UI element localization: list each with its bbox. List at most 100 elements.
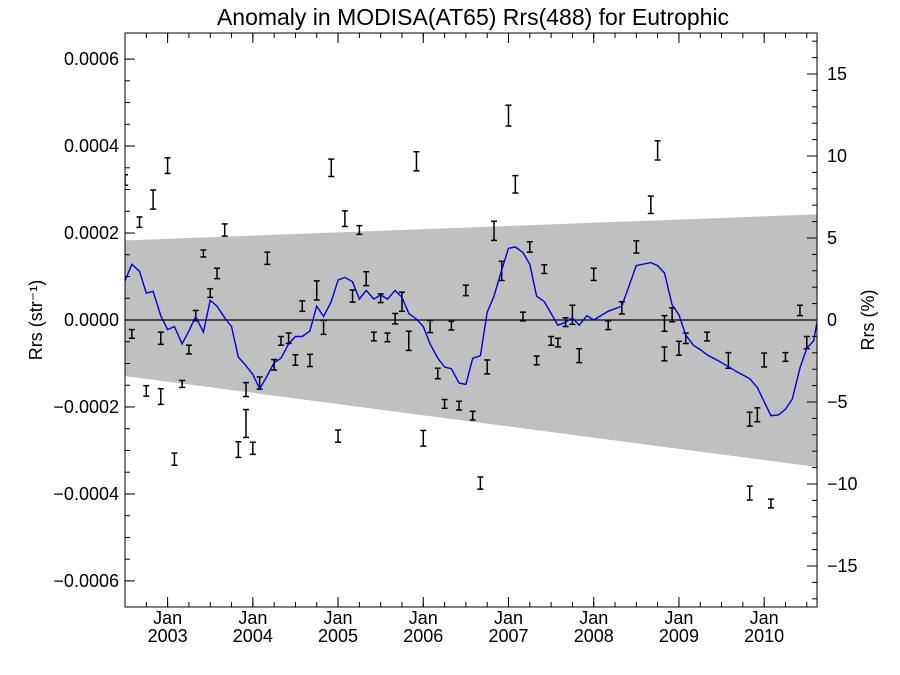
error-bar — [754, 407, 761, 423]
error-bar — [456, 400, 463, 411]
error-bar — [328, 158, 335, 178]
x-tick-label-year: 2010 — [744, 626, 784, 646]
error-bar — [299, 300, 306, 313]
error-bar — [341, 210, 348, 228]
error-bar — [349, 289, 356, 303]
error-bar — [128, 328, 135, 340]
error-bar — [746, 411, 753, 427]
error-bar — [221, 223, 228, 237]
error-bar — [434, 367, 441, 380]
error-bar — [661, 314, 668, 333]
x-tick-label-month: Jan — [324, 608, 353, 628]
error-bar — [647, 195, 654, 215]
y-tick-label-left: −0.0004 — [53, 484, 119, 504]
y-tick-label-right: −5 — [827, 392, 848, 412]
error-bar — [633, 240, 640, 254]
error-bar — [179, 379, 186, 389]
error-bar — [243, 408, 250, 439]
error-bar — [249, 441, 256, 456]
error-bar — [675, 340, 682, 356]
series-line — [125, 246, 817, 417]
error-bar — [704, 331, 711, 342]
error-bar — [548, 335, 555, 346]
error-bar — [405, 330, 412, 352]
error-bar — [441, 398, 448, 410]
x-tick-label-month: Jan — [409, 608, 438, 628]
y-axis-label-right: Rrs (%) — [858, 290, 878, 351]
y-tick-label-right: 0 — [827, 310, 837, 330]
error-bar — [235, 441, 242, 459]
error-bar — [462, 284, 469, 297]
error-bar — [392, 312, 399, 325]
x-tick-label-year: 2004 — [233, 626, 273, 646]
y-tick-label-right: −10 — [827, 474, 858, 494]
error-bar — [505, 104, 512, 127]
error-bar — [654, 140, 661, 161]
error-bar — [796, 304, 803, 317]
x-tick-label-year: 2009 — [659, 626, 699, 646]
x-tick-label-month: Jan — [664, 608, 693, 628]
y-tick-label-left: 0.0006 — [64, 49, 119, 69]
error-bar — [136, 216, 143, 229]
error-bar — [512, 174, 519, 194]
error-bar — [185, 344, 192, 355]
x-tick-label-month: Jan — [579, 608, 608, 628]
error-bar — [320, 319, 327, 336]
error-bar — [143, 384, 150, 397]
error-bar — [384, 332, 391, 343]
y-tick-label-right: 5 — [827, 228, 837, 248]
error-bar — [125, 174, 128, 186]
error-bar — [554, 337, 561, 348]
x-tick-label-year: 2003 — [148, 626, 188, 646]
x-tick-label-month: Jan — [153, 608, 182, 628]
x-tick-label-month: Jan — [238, 608, 267, 628]
error-bar — [484, 359, 491, 375]
uncertainty-band — [125, 214, 817, 467]
error-bar — [477, 476, 484, 490]
error-bar — [150, 189, 157, 210]
error-bar — [306, 353, 313, 368]
error-bar — [171, 452, 178, 466]
plot-clip-group — [125, 104, 817, 509]
error-bar — [427, 319, 434, 334]
error-bar — [157, 331, 164, 346]
error-bar — [541, 264, 548, 275]
error-bar — [363, 270, 370, 287]
error-bar — [469, 410, 476, 421]
error-bar — [335, 429, 342, 443]
error-bar — [264, 251, 271, 266]
plot-area: 0.0006 0.0004 0.0002 0.0000 −0.0002 −0.0004 −0… — [53, 32, 858, 646]
error-bar — [356, 224, 363, 236]
error-bar — [576, 347, 583, 364]
error-bar — [157, 387, 164, 406]
error-bar — [782, 351, 789, 363]
x-tick-label-month: Jan — [494, 608, 523, 628]
error-bar — [200, 249, 207, 258]
error-bar — [370, 331, 377, 342]
error-bar — [746, 485, 753, 501]
y-tick-label-right: −15 — [827, 556, 858, 576]
error-bar — [569, 304, 576, 326]
chart-title: Anomaly in MODISA(AT65) Rrs(488) for Eut… — [217, 4, 729, 30]
error-bar — [413, 150, 420, 172]
error-bar — [448, 320, 455, 331]
error-bar — [767, 498, 774, 509]
y-tick-label-left: −0.0006 — [53, 571, 119, 591]
error-bar — [605, 320, 612, 331]
error-bar — [292, 354, 299, 366]
error-bar — [491, 220, 498, 242]
error-bar — [164, 157, 171, 175]
error-bar — [271, 358, 278, 371]
error-bar — [420, 429, 427, 447]
y-tick-label-right: 10 — [827, 146, 847, 166]
y-tick-label-left: −0.0002 — [53, 397, 119, 417]
error-bar — [761, 352, 768, 368]
x-tick-label-year: 2005 — [318, 626, 358, 646]
error-bar — [526, 240, 533, 253]
error-bar — [243, 381, 250, 398]
error-bar — [519, 311, 526, 322]
error-bar — [590, 267, 597, 282]
y-tick-label-right: 15 — [827, 64, 847, 84]
x-tick-label-year: 2008 — [574, 626, 614, 646]
